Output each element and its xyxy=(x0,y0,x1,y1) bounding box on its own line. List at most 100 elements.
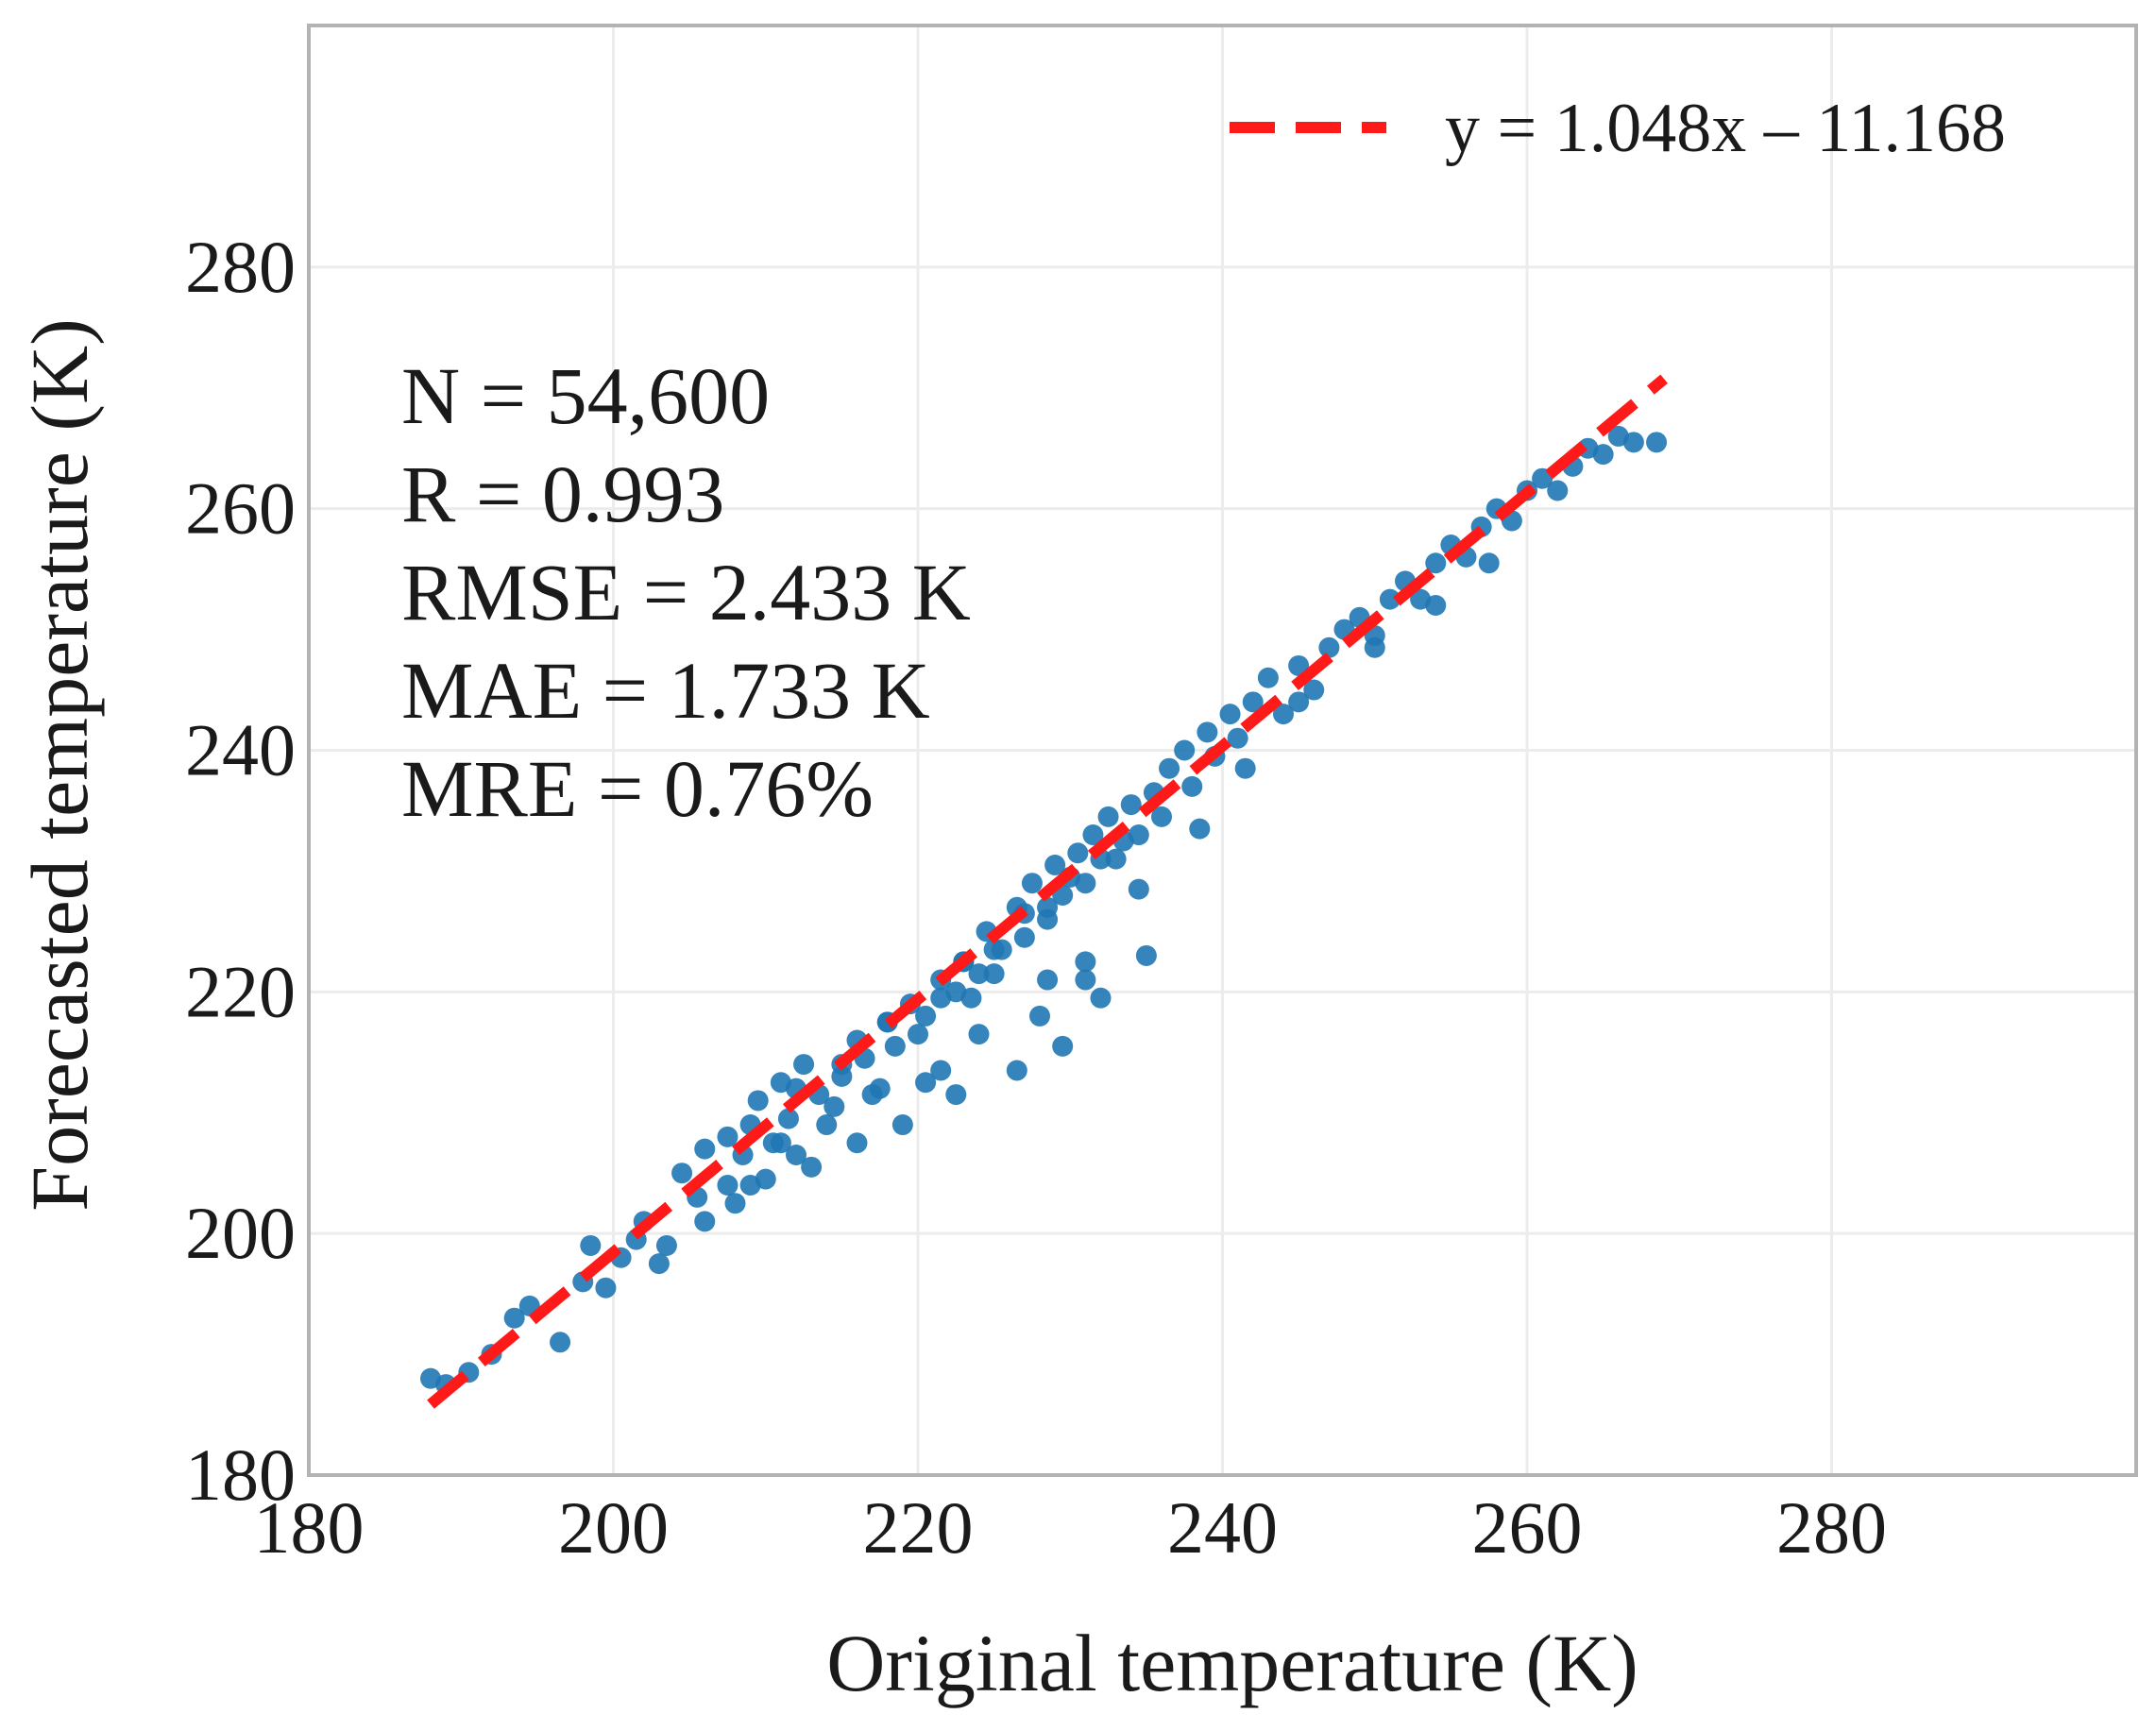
y-tick-label-180: 180 xyxy=(185,1434,296,1516)
x-tick-label-280: 280 xyxy=(1776,1486,1887,1569)
data-point-0-92 xyxy=(1592,444,1614,466)
data-point-0-14 xyxy=(655,1234,677,1256)
data-point-0-126 xyxy=(816,1114,838,1136)
data-point-0-26 xyxy=(793,1054,815,1076)
data-point-0-8 xyxy=(580,1234,602,1256)
x-tick-label-180: 180 xyxy=(254,1486,365,1569)
stat-n: N = 54,600 xyxy=(401,350,770,441)
data-point-0-125 xyxy=(770,1132,791,1154)
data-point-0-115 xyxy=(1037,969,1059,991)
data-point-0-118 xyxy=(1189,818,1211,840)
data-point-0-27 xyxy=(801,1156,823,1178)
data-point-0-53 xyxy=(1067,842,1089,864)
x-axis-title: Original temperature (K) xyxy=(826,1618,1638,1708)
data-point-0-109 xyxy=(891,1114,913,1136)
data-point-0-95 xyxy=(1646,432,1668,453)
data-point-0-51 xyxy=(1044,855,1066,876)
data-point-0-48 xyxy=(1013,926,1035,948)
y-tick-label-200: 200 xyxy=(185,1192,296,1274)
y-tick-label-260: 260 xyxy=(185,467,296,550)
data-point-0-49 xyxy=(1021,873,1043,894)
data-point-0-15 xyxy=(671,1162,693,1184)
legend: y = 1.048x – 11.168 xyxy=(1230,90,2006,167)
data-point-0-129 xyxy=(968,1024,990,1045)
data-point-0-105 xyxy=(724,1193,746,1214)
x-tick-label-260: 260 xyxy=(1472,1486,1583,1569)
fit-line xyxy=(427,374,1668,1409)
data-point-0-119 xyxy=(1234,757,1256,779)
data-point-0-116 xyxy=(1075,951,1096,973)
data-point-0-104 xyxy=(694,1211,716,1232)
data-point-0-130 xyxy=(1029,1005,1050,1027)
data-point-0-40 xyxy=(930,1060,952,1081)
data-point-0-117 xyxy=(1128,878,1149,900)
fit-line-layer xyxy=(427,374,1668,1409)
data-point-0-62 xyxy=(1159,757,1180,779)
data-point-0-120 xyxy=(1288,691,1310,713)
data-point-0-108 xyxy=(846,1132,868,1154)
data-point-0-18 xyxy=(717,1175,738,1196)
data-point-0-78 xyxy=(1379,588,1401,610)
x-tick-label-240: 240 xyxy=(1167,1486,1278,1569)
tick-labels: 180 200 220 240 260 280 180 200 220 240 260 280 xyxy=(185,226,1887,1569)
data-point-0-94 xyxy=(1622,432,1644,453)
data-point-0-9 xyxy=(595,1277,617,1298)
data-point-0-25 xyxy=(777,1108,799,1129)
data-point-0-98 xyxy=(983,939,1005,960)
y-axis-title: Forecasted temperature (K) xyxy=(14,318,105,1212)
data-point-0-13 xyxy=(648,1253,670,1275)
data-point-0-114 xyxy=(1135,944,1157,966)
data-point-0-100 xyxy=(1037,896,1059,918)
data-point-0-64 xyxy=(1181,775,1203,797)
stat-rmse: RMSE = 2.433 K xyxy=(401,547,971,637)
data-point-0-73 xyxy=(1303,679,1325,701)
data-point-0-45 xyxy=(983,963,1005,985)
data-point-0-57 xyxy=(1105,848,1127,870)
data-point-0-68 xyxy=(1227,727,1248,749)
data-point-0-70 xyxy=(1257,667,1279,688)
data-point-0-81 xyxy=(1425,552,1447,574)
data-point-0-35 xyxy=(884,1035,906,1057)
data-point-0-122 xyxy=(1425,595,1447,616)
data-point-0-111 xyxy=(1006,1060,1027,1081)
data-point-0-123 xyxy=(1478,552,1500,574)
data-point-0-124 xyxy=(739,1175,761,1196)
data-point-0-29 xyxy=(823,1095,845,1117)
data-point-0-113 xyxy=(1090,987,1112,1009)
legend-fit-line-label: y = 1.048x – 11.168 xyxy=(1445,90,2006,167)
data-point-0-65 xyxy=(1197,721,1218,743)
data-point-0-74 xyxy=(1318,636,1340,658)
statistics-annotation: N = 54,600 R = 0.993 RMSE = 2.433 K MAE … xyxy=(401,350,971,834)
stat-r: R = 0.993 xyxy=(401,449,724,539)
data-point-0-110 xyxy=(945,1084,967,1106)
y-tick-label-280: 280 xyxy=(185,226,296,308)
data-point-0-6 xyxy=(550,1332,571,1353)
data-point-0-56 xyxy=(1097,806,1119,827)
data-point-0-71 xyxy=(1273,704,1294,725)
data-point-0-69 xyxy=(1242,691,1264,713)
data-point-0-88 xyxy=(1532,467,1553,489)
data-point-0-135 xyxy=(968,963,990,985)
grid-layer xyxy=(309,25,2136,1475)
data-point-0-17 xyxy=(694,1138,716,1160)
data-point-0-4 xyxy=(503,1307,525,1329)
y-tick-label-220: 220 xyxy=(185,950,296,1032)
data-point-0-128 xyxy=(915,1072,937,1094)
data-point-0-112 xyxy=(1052,1035,1074,1057)
data-point-0-131 xyxy=(1075,969,1096,991)
data-point-0-121 xyxy=(1364,636,1385,658)
data-point-0-38 xyxy=(915,1005,937,1027)
data-point-0-72 xyxy=(1288,654,1310,676)
stat-mre: MRE = 0.76% xyxy=(401,743,874,834)
x-tick-label-200: 200 xyxy=(558,1486,669,1569)
data-point-0-55 xyxy=(1082,824,1104,846)
stat-mae: MAE = 1.733 K xyxy=(401,645,930,736)
plot-frame xyxy=(307,24,2138,1477)
data-point-0-43 xyxy=(960,987,982,1009)
y-tick-label-240: 240 xyxy=(185,709,296,791)
x-tick-label-220: 220 xyxy=(863,1486,974,1569)
data-point-0-58 xyxy=(1120,794,1142,816)
data-point-0-107 xyxy=(786,1145,806,1166)
